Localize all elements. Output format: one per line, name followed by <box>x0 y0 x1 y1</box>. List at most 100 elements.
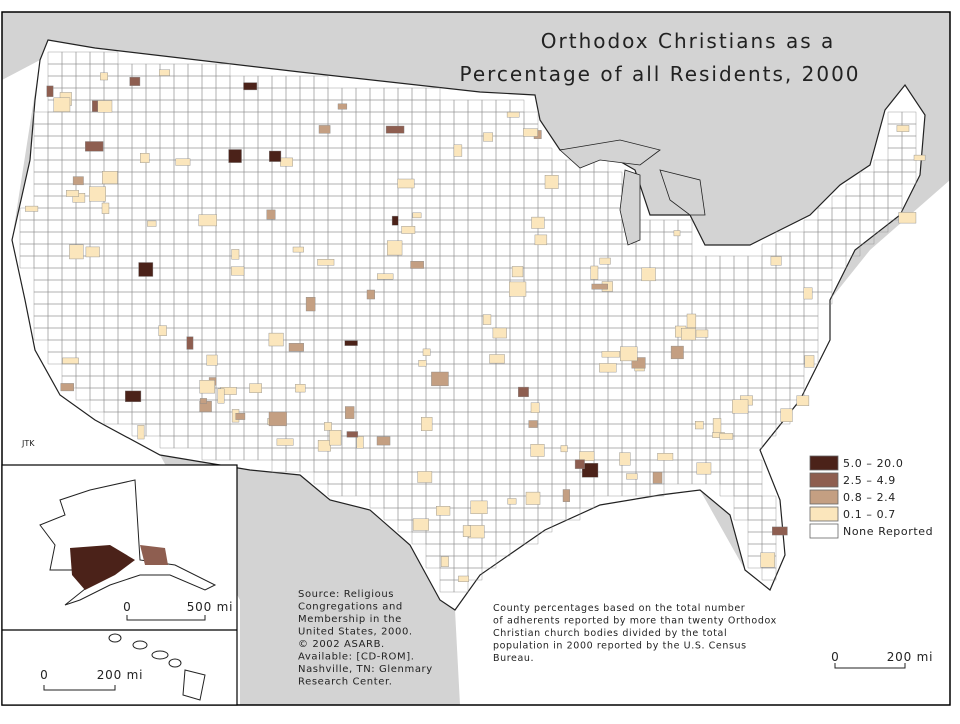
title: Orthodox Christians as a <box>541 29 835 53</box>
county-fill <box>695 329 709 338</box>
note-line: Christian church bodies divided by the t… <box>493 628 727 639</box>
county-fill <box>528 420 538 428</box>
legend-swatch <box>809 523 839 539</box>
county-fill <box>345 406 355 419</box>
county-fill <box>101 202 110 214</box>
source-line: Nashville, TN: Glenmary <box>298 664 433 675</box>
county-fill <box>601 351 621 358</box>
county-fill <box>770 256 782 266</box>
county-fill <box>295 384 306 393</box>
legend-swatch <box>809 472 839 488</box>
county-fill <box>641 267 656 282</box>
county <box>747 435 763 449</box>
county-fill <box>780 408 793 422</box>
county-fill <box>898 212 917 224</box>
county-fill <box>217 388 225 404</box>
county-fill <box>712 418 722 433</box>
legend-label: 0.1 – 0.7 <box>843 508 896 521</box>
source-line: Membership in the <box>298 614 402 625</box>
county <box>859 231 875 245</box>
county <box>537 519 553 533</box>
legend-swatch <box>809 489 839 505</box>
county-fill <box>507 498 517 505</box>
county-fill <box>199 398 207 404</box>
county-fill <box>534 234 548 246</box>
note-line: of adherents reported by more than twent… <box>493 616 777 627</box>
note-line: County percentages based on the total nu… <box>493 603 745 614</box>
alaska-south <box>70 545 135 590</box>
county-fill <box>65 190 79 197</box>
county-fill <box>69 244 84 260</box>
county-fill <box>25 205 39 212</box>
county-fill <box>453 144 463 157</box>
great-lakes <box>559 139 661 169</box>
hawaii <box>108 633 206 701</box>
scale-distance: 200 mi <box>887 650 934 664</box>
county-fill <box>62 357 79 364</box>
county-fill <box>440 556 449 567</box>
county-fill <box>129 76 141 86</box>
county-fill <box>686 313 697 329</box>
county-fill <box>97 100 113 113</box>
source-line: Available: [CD-ROM]. <box>298 652 415 663</box>
county-fill <box>530 444 545 457</box>
lake-michigan <box>619 169 641 246</box>
county-fill <box>803 287 813 300</box>
county-fill <box>492 327 507 339</box>
county-fill <box>560 445 568 453</box>
scale-bars: 0 500 mi 0 200 mi 0 200 mi <box>40 600 934 691</box>
county-fill <box>199 380 215 394</box>
county-fill <box>346 431 359 438</box>
county-fill <box>292 246 304 253</box>
county-fill <box>235 413 246 420</box>
scale-bar <box>126 615 206 621</box>
note-line: population in 2000 reported by the U.S. … <box>493 641 747 652</box>
county-fill <box>89 186 106 202</box>
county-fill <box>506 111 520 118</box>
county-fill <box>72 176 84 186</box>
county-fill <box>431 371 449 387</box>
county-fill <box>579 451 595 461</box>
scale-zero: 0 <box>40 668 48 682</box>
county-fill <box>85 141 104 152</box>
county-fill <box>46 85 54 97</box>
county-fill <box>91 100 99 112</box>
county-fill <box>159 69 171 76</box>
county-fill <box>417 471 433 483</box>
legend: 5.0 – 20.0 2.5 – 4.9 0.8 – 2.4 0.1 – 0.7 Non… <box>809 455 933 539</box>
county-fill <box>796 395 810 406</box>
scale-distance: 500 mi <box>187 600 234 614</box>
legend-swatch <box>809 455 839 471</box>
county-fill <box>544 174 559 189</box>
county-fill <box>138 262 154 277</box>
county-fill <box>626 473 638 480</box>
source-line: Congregations and <box>298 602 403 613</box>
county-fill <box>673 230 681 237</box>
county-fill <box>140 152 150 163</box>
county-fill <box>599 257 611 265</box>
county <box>901 171 917 185</box>
county-fill <box>385 125 405 134</box>
county-fill <box>581 463 599 478</box>
county-fill <box>100 72 108 81</box>
legend-label: None Reported <box>843 525 933 538</box>
county-fill <box>696 462 712 475</box>
scale-zero: 0 <box>831 650 839 664</box>
county-fill <box>60 383 74 392</box>
scale-bar <box>834 663 906 669</box>
county <box>845 243 861 257</box>
county-fill <box>681 328 696 341</box>
county-fill <box>422 348 431 356</box>
county <box>481 555 497 569</box>
county <box>523 531 539 545</box>
scale-zero: 0 <box>123 600 131 614</box>
source-line: © 2002 ASARB. <box>298 639 385 650</box>
county <box>579 495 595 509</box>
county-fill <box>391 215 399 226</box>
county <box>831 255 847 269</box>
county-fill <box>574 459 585 469</box>
note-line: Bureau. <box>493 653 534 664</box>
legend-label: 2.5 – 4.9 <box>843 474 896 487</box>
county-fill <box>590 265 599 280</box>
county-fill <box>324 422 332 431</box>
